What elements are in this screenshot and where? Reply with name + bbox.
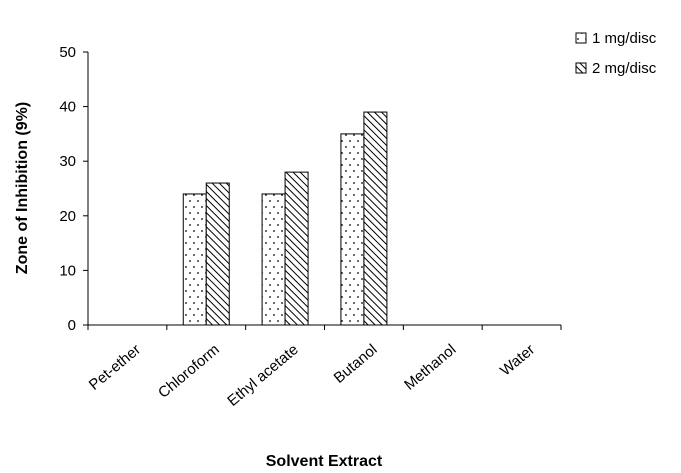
bar — [261, 193, 286, 326]
y-tick-label: 10 — [59, 262, 76, 279]
x-tick-label: Methanol — [401, 341, 459, 394]
y-tick-label: 30 — [59, 153, 76, 170]
x-tick-label: Butanol — [331, 341, 381, 387]
y-tick-label: 50 — [59, 44, 76, 61]
legend-label: 1 mg/disc — [592, 30, 657, 47]
legend: 1 mg/disc 2 mg/disc — [575, 30, 657, 77]
x-axis-title: Solvent Extract — [266, 453, 383, 470]
y-tick-label: 40 — [59, 99, 76, 116]
legend-swatch — [575, 32, 587, 44]
plot-bars — [182, 111, 388, 326]
legend-label: 2 mg/disc — [592, 60, 657, 77]
x-tick-label: Water — [497, 341, 538, 379]
plot-axes — [83, 51, 562, 330]
legend-swatch — [575, 62, 587, 74]
y-tick-label: 0 — [68, 317, 76, 334]
x-tick-label: Pet-ether — [86, 341, 144, 394]
bar — [205, 182, 230, 326]
bar — [340, 133, 365, 326]
bar — [363, 111, 388, 326]
x-tick-label: Ethyl acetate — [224, 341, 301, 410]
y-tick-label: 20 — [59, 208, 76, 225]
bar — [182, 193, 207, 326]
bar — [284, 171, 309, 326]
x-tick-label: Chloroform — [155, 341, 223, 402]
y-axis-title: Zone of Inhibition (9%) — [14, 102, 31, 274]
